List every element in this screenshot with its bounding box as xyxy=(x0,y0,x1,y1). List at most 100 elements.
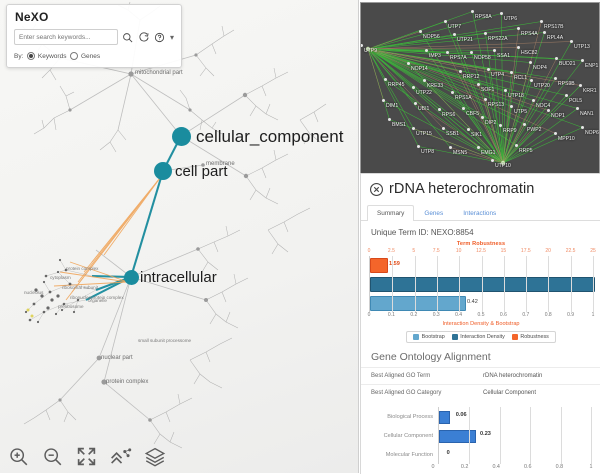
go-category-label: Biological Process xyxy=(387,413,433,420)
legend-bootstrap[interactable]: Bootstrap xyxy=(413,334,445,340)
refresh-icon[interactable] xyxy=(137,31,150,44)
tab-interactions[interactable]: Interactions xyxy=(463,210,497,217)
gridline xyxy=(436,256,438,312)
close-icon[interactable] xyxy=(369,182,384,197)
bottom-tick: 0.3 xyxy=(432,312,440,318)
robustness-plot-area: 1.59 0.42 xyxy=(369,256,595,312)
go-row-cellular-component: Cellular Component 0.23 xyxy=(371,426,592,445)
top-tick: 22.5 xyxy=(565,248,576,254)
radio-keywords-dot xyxy=(27,52,36,60)
gridline xyxy=(530,445,532,464)
go-alignment-chart: Biological Process 0.06 Cellular Compone… xyxy=(361,401,600,474)
go-tick: 0.6 xyxy=(524,464,532,470)
search-panel[interactable]: NeXO ▾ By: xyxy=(6,4,182,68)
go-row-biological-process: Biological Process 0.06 xyxy=(371,407,592,426)
legend-interaction-density[interactable]: Interaction Density xyxy=(451,334,505,340)
top-tick: 20 xyxy=(545,248,551,254)
cell-part-node[interactable] xyxy=(154,162,172,180)
tab-genes[interactable]: Genes xyxy=(424,210,444,217)
robustness-chart: Term Robustness 0 2.5 5 7.5 10 12.5 15 17.5 20 22… xyxy=(361,239,600,343)
kv-best-aligned-go-term: Best Aligned GO Term rDNA heterochromati… xyxy=(361,367,600,384)
go-tick: 0.2 xyxy=(460,464,469,470)
gene-interaction-network[interactable]: UTP9 RPS8A UTP6 UTP7 RPS17B NOP56 UTP21 RPS22A R… xyxy=(360,2,600,174)
gridline xyxy=(469,445,471,464)
bar-robustness xyxy=(370,258,388,273)
go-row-molecular-function: Molecular Function 0 xyxy=(371,445,592,464)
zoom-in-icon[interactable] xyxy=(8,446,29,467)
ontology-tree-view[interactable]: cellular_component cell part intracellul… xyxy=(0,0,359,473)
fit-screen-icon[interactable] xyxy=(76,446,97,467)
gridline xyxy=(591,445,592,464)
top-tick: 17.5 xyxy=(520,248,531,254)
bottom-tick: 0.9 xyxy=(567,312,575,318)
top-tick: 2.5 xyxy=(387,248,395,254)
go-tick: 0.4 xyxy=(492,464,500,470)
bar-bootstrap xyxy=(370,296,466,311)
unique-term-id: Unique Term ID: NEXO:8854 xyxy=(371,228,474,237)
zoom-out-icon[interactable] xyxy=(42,446,63,467)
bottom-tick: 0 xyxy=(367,312,371,318)
view-toolbar xyxy=(8,446,166,467)
search-icon[interactable] xyxy=(121,31,134,44)
tab-summary[interactable]: Summary xyxy=(367,205,415,221)
bar-interaction-density xyxy=(370,277,595,292)
detail-header: rDNA heterochromatin xyxy=(361,174,600,201)
gridline xyxy=(591,407,592,426)
top-tick: 25 xyxy=(590,248,596,254)
bar-value-bootstrap: 0.42 xyxy=(467,299,478,305)
help-icon[interactable] xyxy=(153,31,166,44)
bottom-tick: 0.7 xyxy=(522,312,530,318)
kv-key: Best Aligned GO Category xyxy=(371,390,442,396)
radio-genes-dot xyxy=(70,52,79,60)
go-category-label: Molecular Function xyxy=(385,451,433,458)
gridline xyxy=(499,426,501,445)
bar-value-robustness: 1.59 xyxy=(388,261,400,267)
radio-genes-label: Genes xyxy=(80,52,101,60)
cellular-component-node[interactable] xyxy=(171,126,191,146)
top-tick: 7.5 xyxy=(432,248,440,254)
radio-keywords[interactable]: Keywords xyxy=(27,52,66,60)
bottom-axis-ticks: 0 0.1 0.2 0.3 0.4 0.5 0.6 0.7 0.8 0.9 1 xyxy=(367,312,595,320)
gridline xyxy=(499,445,501,464)
gridline xyxy=(560,407,562,426)
go-value-cellular-component: 0.23 xyxy=(480,431,491,437)
page-title: rDNA heterochromatin xyxy=(389,181,535,197)
gridline xyxy=(548,256,550,312)
go-axis-ticks: 0 0.2 0.4 0.6 0.8 1 xyxy=(432,464,593,473)
go-plot-0: 0.06 xyxy=(438,407,592,426)
top-tick: 12.5 xyxy=(476,248,486,254)
chevron-down-icon[interactable]: ▾ xyxy=(169,32,174,42)
term-detail-panel[interactable]: rDNA heterochromatin Summary Genes Inter… xyxy=(360,173,600,474)
go-value-molecular-function: 0 xyxy=(446,450,450,456)
legend-robustness[interactable]: Robustness xyxy=(511,334,549,340)
legend-label-bootstrap: Bootstrap xyxy=(421,334,445,340)
top-tick: 5 xyxy=(412,248,416,254)
radio-keywords-label: Keywords xyxy=(37,52,67,60)
bottom-tick: 0.6 xyxy=(499,312,507,318)
intracellular-node[interactable] xyxy=(123,269,139,285)
go-plot-2: 0 xyxy=(438,445,592,464)
legend-label-robustness: Robustness xyxy=(520,334,549,340)
bottom-tick: 0.8 xyxy=(544,312,552,318)
layers-icon[interactable] xyxy=(144,446,166,467)
top-tick: 15 xyxy=(500,248,507,254)
gridline xyxy=(503,256,505,312)
collapse-icon[interactable] xyxy=(110,446,132,467)
go-value-biological-process: 0.06 xyxy=(455,412,467,418)
kv-value: Cellular Component xyxy=(483,390,537,396)
search-by-label: By: xyxy=(14,52,24,60)
tree-graph[interactable] xyxy=(0,0,358,473)
chart-xlabel: Interaction Density & Bootstrap xyxy=(442,321,520,327)
radio-genes[interactable]: Genes xyxy=(70,52,100,60)
bottom-tick: 0.2 xyxy=(410,312,418,318)
gridline xyxy=(526,256,528,312)
gridline xyxy=(499,407,501,426)
top-tick: 0 xyxy=(367,248,371,254)
search-input[interactable] xyxy=(14,29,118,45)
bottom-tick: 0.1 xyxy=(387,312,395,318)
bottom-tick: 0.5 xyxy=(477,312,485,318)
app-brand: NeXO xyxy=(15,10,49,24)
gridline xyxy=(481,256,483,312)
network-edges xyxy=(361,10,584,166)
gridline xyxy=(469,426,471,445)
